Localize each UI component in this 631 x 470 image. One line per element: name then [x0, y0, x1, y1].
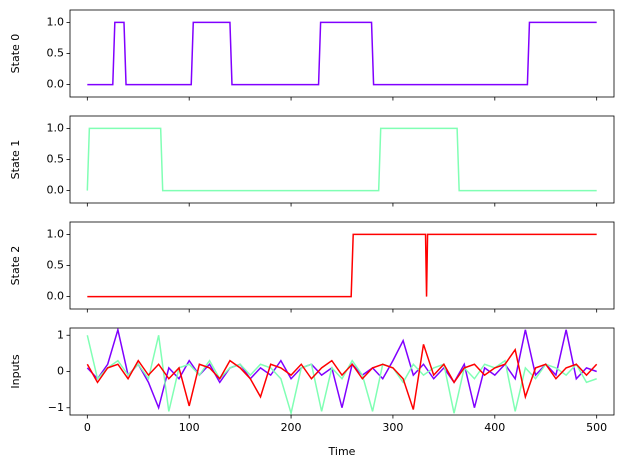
series-line: [87, 21, 597, 86]
axes-frame: [69, 327, 615, 416]
series-line: [86, 344, 598, 410]
series-line: [86, 127, 597, 192]
y-tick-label: 1.0: [47, 15, 65, 28]
y-tick-label: 1.0: [47, 121, 65, 134]
axes-frame: [69, 221, 615, 310]
series-line: [87, 233, 597, 298]
subplot: 0.0 0.5 1.0 State 2: [9, 221, 615, 313]
y-tick-label: 0: [57, 365, 64, 378]
subplot: −1 0 1 0 100 200 300 400 500 Inputs Time: [9, 327, 615, 458]
y-tick-label: 1.0: [47, 227, 65, 240]
series-line: [86, 335, 597, 415]
x-tick-label: 500: [586, 421, 607, 434]
y-tick-label: 0.5: [47, 259, 65, 272]
y-axis-label: State 0: [9, 34, 22, 74]
x-tick-label: 400: [484, 421, 505, 434]
y-axis-label: Inputs: [9, 354, 22, 388]
x-tick-label: 200: [281, 421, 302, 434]
y-tick-label: 1: [57, 328, 64, 341]
y-tick-label: 0.5: [47, 47, 65, 60]
series-line: [86, 328, 597, 411]
subplot: 0.0 0.5 1.0 State 1: [9, 115, 615, 207]
y-tick-label: 0.0: [47, 290, 65, 303]
y-tick-label: 0.0: [47, 184, 65, 197]
subplot: 0.0 0.5 1.0 State 0: [9, 9, 615, 101]
y-axis-label: State 1: [9, 140, 22, 180]
y-tick-label: 0.5: [47, 153, 65, 166]
y-axis-label: State 2: [9, 246, 22, 286]
x-tick-label: 100: [179, 421, 200, 434]
axes-frame: [69, 9, 615, 98]
x-tick-label: 300: [382, 421, 403, 434]
y-tick-label: 0.0: [47, 78, 65, 91]
axes-frame: [69, 115, 615, 204]
y-tick-label: −1: [48, 401, 64, 414]
x-axis-label: Time: [328, 445, 356, 458]
x-tick-label: 0: [84, 421, 91, 434]
